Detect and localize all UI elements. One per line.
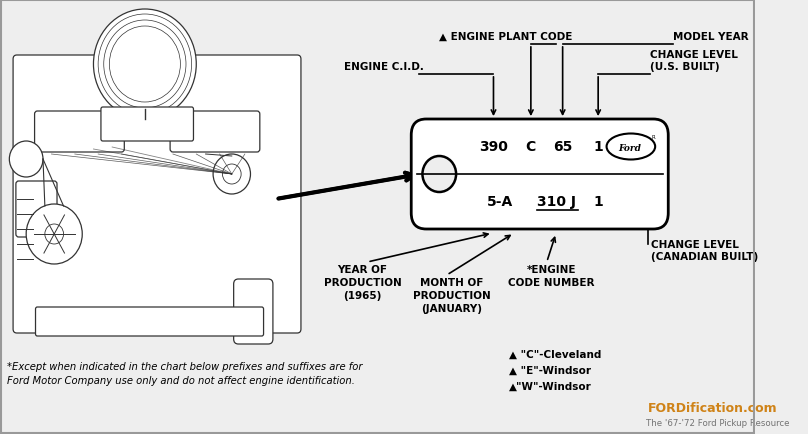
Circle shape xyxy=(423,157,456,193)
Text: *Except when indicated in the chart below prefixes and suffixes are for
Ford Mot: *Except when indicated in the chart belo… xyxy=(7,361,363,385)
FancyBboxPatch shape xyxy=(36,307,263,336)
Text: 5-A: 5-A xyxy=(487,195,513,209)
Text: 65: 65 xyxy=(553,140,572,154)
Text: 390: 390 xyxy=(479,140,508,154)
Text: YEAR OF
PRODUCTION
(1965): YEAR OF PRODUCTION (1965) xyxy=(324,264,402,301)
FancyBboxPatch shape xyxy=(101,108,193,141)
Text: CHANGE LEVEL
(CANADIAN BUILT): CHANGE LEVEL (CANADIAN BUILT) xyxy=(651,240,759,262)
FancyBboxPatch shape xyxy=(170,112,260,153)
Text: ▲"W"-Windsor: ▲"W"-Windsor xyxy=(509,381,592,391)
Text: *ENGINE
CODE NUMBER: *ENGINE CODE NUMBER xyxy=(508,264,595,288)
FancyBboxPatch shape xyxy=(13,56,301,333)
FancyBboxPatch shape xyxy=(35,112,124,153)
Text: ▲ ENGINE PLANT CODE: ▲ ENGINE PLANT CODE xyxy=(440,32,573,42)
Text: FORDification.com: FORDification.com xyxy=(648,401,777,414)
Text: MODEL YEAR: MODEL YEAR xyxy=(673,32,748,42)
Text: 310 J: 310 J xyxy=(537,195,575,209)
FancyBboxPatch shape xyxy=(16,181,57,237)
Text: R: R xyxy=(651,135,655,140)
FancyArrowPatch shape xyxy=(279,173,413,199)
Circle shape xyxy=(213,155,250,194)
Text: C: C xyxy=(526,140,536,154)
Circle shape xyxy=(26,204,82,264)
Text: ▲ "C"-Cleveland: ▲ "C"-Cleveland xyxy=(509,349,602,359)
Text: 1: 1 xyxy=(593,195,603,209)
Text: ENGINE C.I.D.: ENGINE C.I.D. xyxy=(344,62,424,72)
Text: 1: 1 xyxy=(593,140,603,154)
FancyBboxPatch shape xyxy=(411,120,668,230)
Circle shape xyxy=(10,141,43,178)
Text: ▲ "E"-Windsor: ▲ "E"-Windsor xyxy=(509,365,591,375)
FancyBboxPatch shape xyxy=(234,279,273,344)
Ellipse shape xyxy=(607,134,655,160)
Text: MONTH OF
PRODUCTION
(JANUARY): MONTH OF PRODUCTION (JANUARY) xyxy=(413,277,490,314)
Text: CHANGE LEVEL
(U.S. BUILT): CHANGE LEVEL (U.S. BUILT) xyxy=(650,49,738,72)
Text: Ford: Ford xyxy=(618,144,642,153)
Circle shape xyxy=(222,164,241,184)
Circle shape xyxy=(45,224,64,244)
Text: The '67-'72 Ford Pickup Resource: The '67-'72 Ford Pickup Resource xyxy=(646,418,789,427)
Circle shape xyxy=(94,10,196,120)
